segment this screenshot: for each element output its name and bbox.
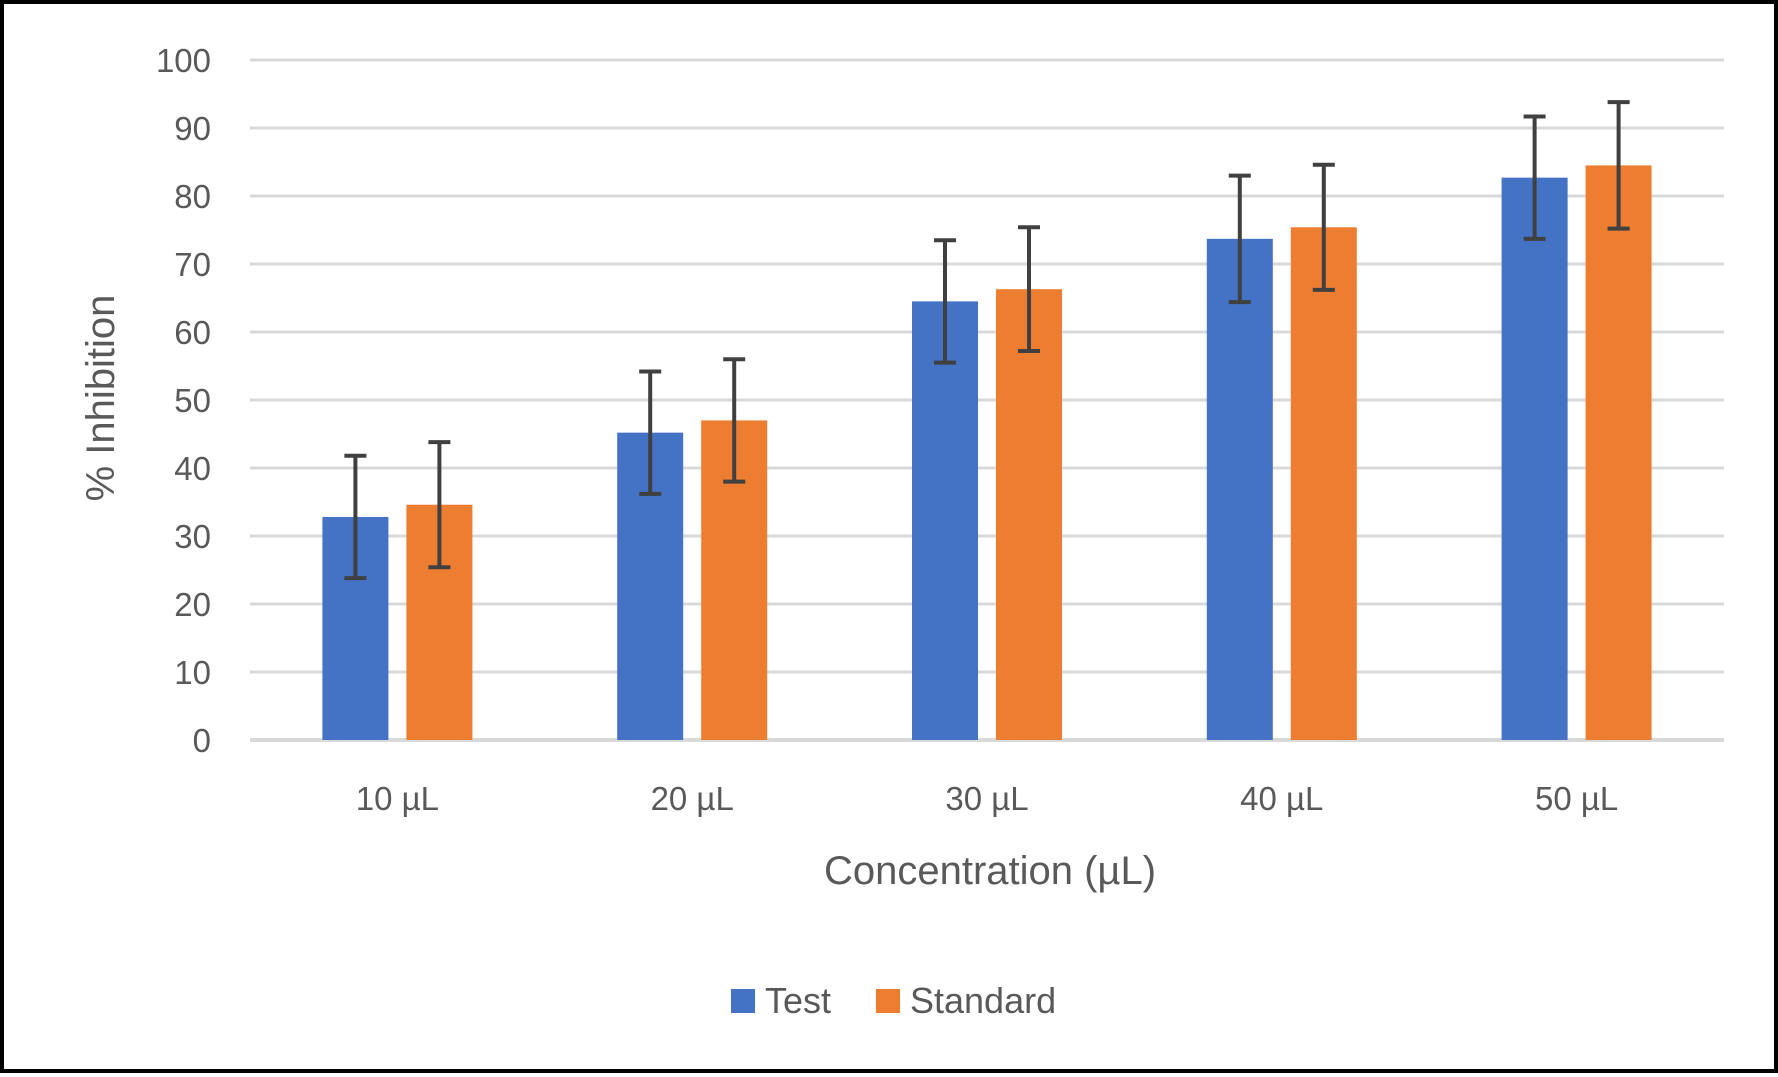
legend-swatch-test: [731, 989, 755, 1013]
y-axis-ticks: 0 10 20 30 40 50 60 70 80 90 100: [156, 42, 211, 759]
legend-swatch-standard: [876, 989, 900, 1013]
bar-test-3: [912, 301, 978, 740]
bar-test-5: [1501, 177, 1568, 740]
y-axis-title: % Inhibition: [79, 295, 123, 502]
y-tick-label-60: 60: [174, 314, 211, 351]
legend: Test Standard: [731, 980, 1056, 1021]
y-tick-label-80: 80: [174, 178, 211, 215]
legend-label-test: Test: [765, 980, 831, 1021]
bar-test-4: [1206, 238, 1273, 740]
x-axis-title: Concentration (µL): [824, 849, 1156, 893]
y-tick-label-30: 30: [174, 518, 211, 555]
y-tick-label-40: 40: [174, 450, 211, 487]
error-bars: [344, 100, 1630, 581]
x-tick-label-4: 40 µL: [1240, 780, 1323, 817]
error-bar-test-5: [1523, 114, 1546, 241]
y-tick-label-90: 90: [174, 110, 211, 147]
x-tick-label-2: 20 µL: [651, 780, 734, 817]
bars: [322, 165, 1652, 740]
y-tick-label-70: 70: [174, 246, 211, 283]
error-bar-standard-1: [428, 440, 451, 570]
error-bar-test-3: [934, 238, 956, 365]
y-tick-label-20: 20: [174, 586, 211, 623]
bar-standard-5: [1585, 165, 1652, 740]
error-bar-standard-5: [1607, 100, 1630, 231]
gridlines: [250, 58, 1724, 742]
x-tick-label-3: 30 µL: [945, 780, 1028, 817]
error-bar-standard-4: [1312, 162, 1335, 292]
bar-chart: 0 10 20 30 40 50 60 70 80 90 100 10 µL 20 µL 30 µL 40…: [79, 42, 1724, 1021]
x-tick-label-1: 10 µL: [356, 780, 439, 817]
bar-standard-3: [996, 289, 1062, 740]
x-tick-label-5: 50 µL: [1535, 780, 1618, 817]
error-bar-test-1: [344, 453, 367, 581]
legend-label-standard: Standard: [910, 980, 1056, 1021]
y-tick-label-10: 10: [174, 654, 211, 691]
x-axis-ticks: 10 µL 20 µL 30 µL 40 µL 50 µL: [356, 780, 1618, 817]
y-tick-label-100: 100: [156, 42, 211, 79]
y-tick-label-0: 0: [193, 722, 211, 759]
error-bar-test-2: [639, 369, 662, 496]
error-bar-standard-2: [723, 357, 746, 484]
error-bar-test-4: [1228, 173, 1251, 305]
y-tick-label-50: 50: [174, 382, 211, 419]
bar-standard-4: [1290, 227, 1357, 740]
error-bar-standard-3: [1018, 225, 1040, 354]
